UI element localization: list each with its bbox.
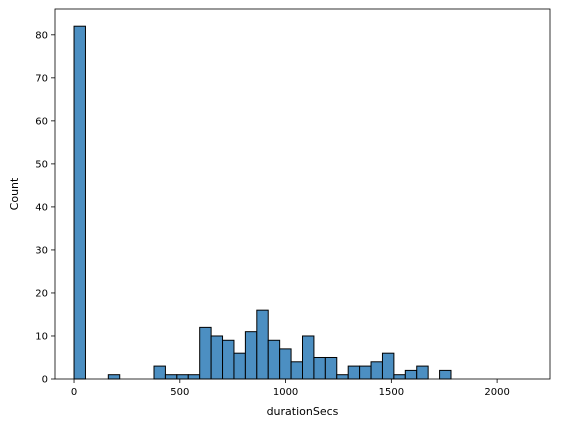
y-tick-label: 80 bbox=[35, 30, 48, 41]
x-tick-label: 1500 bbox=[379, 387, 404, 398]
histogram-bar bbox=[359, 365, 372, 380]
y-axis-ticks: 0 10 20 30 40 50 60 70 80 bbox=[35, 30, 55, 386]
histogram-bar bbox=[73, 25, 86, 380]
histogram-bar bbox=[107, 374, 121, 380]
y-tick-label: 60 bbox=[35, 116, 48, 127]
y-tick-label: 40 bbox=[35, 202, 48, 213]
x-tick-label: 500 bbox=[170, 387, 189, 398]
histogram-bar bbox=[153, 365, 166, 380]
histogram-bar bbox=[381, 352, 395, 380]
y-tick-label: 20 bbox=[35, 288, 48, 299]
plot-frame bbox=[54, 8, 551, 380]
y-tick-label: 50 bbox=[35, 159, 48, 170]
histogram-bar bbox=[324, 356, 338, 380]
histogram-bar bbox=[199, 326, 212, 380]
histogram-bar bbox=[210, 335, 224, 380]
y-tick-label: 30 bbox=[35, 245, 48, 256]
histogram-bar bbox=[187, 374, 201, 380]
histogram-bar bbox=[222, 339, 235, 380]
histogram-bar bbox=[267, 339, 281, 380]
y-tick-label: 0 bbox=[42, 375, 48, 386]
histogram-bar bbox=[416, 365, 429, 380]
histogram-bar bbox=[290, 361, 304, 380]
histogram-bar bbox=[370, 361, 383, 380]
histogram-bar bbox=[176, 374, 189, 380]
histogram-bar bbox=[313, 356, 326, 380]
x-tick-label: 1000 bbox=[273, 387, 298, 398]
y-tick-label: 70 bbox=[35, 73, 48, 84]
histogram-bar bbox=[279, 348, 292, 380]
x-tick-label: 2000 bbox=[484, 387, 509, 398]
histogram-bar bbox=[393, 374, 406, 380]
x-tick-label: 0 bbox=[71, 387, 77, 398]
histogram-bar bbox=[336, 374, 349, 380]
histogram-bar bbox=[439, 369, 452, 380]
histogram-bar bbox=[256, 309, 269, 380]
histogram-bar bbox=[302, 335, 315, 380]
x-axis-label: durationSecs bbox=[267, 405, 339, 418]
y-tick-label: 10 bbox=[35, 331, 48, 342]
histogram-bar bbox=[233, 352, 246, 380]
histogram-bar bbox=[347, 365, 361, 380]
histogram-bar bbox=[164, 374, 178, 380]
histogram-bar bbox=[404, 369, 418, 380]
x-axis-ticks: 0 500 1000 1500 2000 bbox=[71, 379, 510, 398]
y-axis-label: Count bbox=[8, 177, 21, 210]
histogram-bar bbox=[244, 331, 258, 380]
